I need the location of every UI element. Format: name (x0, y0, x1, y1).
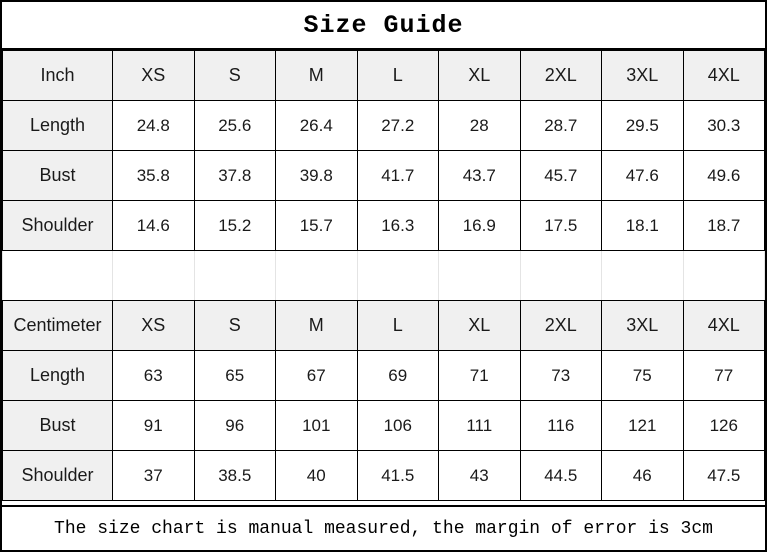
value-cell: 116 (519, 400, 602, 451)
size-header-cell: S (193, 50, 276, 101)
size-header-cell: M (275, 50, 358, 101)
separator-cell (112, 250, 195, 301)
size-header-cell: L (356, 300, 439, 351)
separator-cell (275, 250, 358, 301)
separator-cell (2, 250, 113, 301)
value-cell: 49.6 (682, 150, 765, 201)
value-cell: 18.7 (682, 200, 765, 251)
value-cell: 16.9 (438, 200, 521, 251)
separator-cell (193, 250, 276, 301)
value-cell: 28.7 (519, 100, 602, 151)
footer-note: The size chart is manual measured, the m… (2, 505, 765, 550)
value-cell: 111 (438, 400, 521, 451)
size-header-cell: 2XL (519, 300, 602, 351)
row-label-cell: Shoulder (2, 450, 113, 501)
value-cell: 41.5 (356, 450, 439, 501)
row-label-cell: Bust (2, 150, 113, 201)
value-cell: 26.4 (275, 100, 358, 151)
value-cell: 38.5 (193, 450, 276, 501)
value-cell: 37 (112, 450, 195, 501)
measurement-row: Bust 91 96 101 106 111 116 121 126 (2, 400, 765, 451)
value-cell: 106 (356, 400, 439, 451)
value-cell: 37.8 (193, 150, 276, 201)
value-cell: 47.5 (682, 450, 765, 501)
value-cell: 71 (438, 350, 521, 401)
size-header-cell: M (275, 300, 358, 351)
size-header-cell: XS (112, 300, 195, 351)
value-cell: 101 (275, 400, 358, 451)
value-cell: 77 (682, 350, 765, 401)
value-cell: 67 (275, 350, 358, 401)
size-header-cell: L (356, 50, 439, 101)
value-cell: 41.7 (356, 150, 439, 201)
row-label-cell: Bust (2, 400, 113, 451)
value-cell: 40 (275, 450, 358, 501)
value-cell: 96 (193, 400, 276, 451)
value-cell: 17.5 (519, 200, 602, 251)
measurement-row: Length 63 65 67 69 71 73 75 77 (2, 350, 765, 401)
measurement-row: Bust 35.8 37.8 39.8 41.7 43.7 45.7 47.6 49.6 (2, 150, 765, 201)
size-header-row: Centimeter XS S M L XL 2XL 3XL 4XL (2, 300, 765, 351)
size-table-body: Inch XS S M L XL 2XL 3XL 4XL Length 24.8 25.6 26.4 27… (2, 50, 765, 501)
separator-cell (356, 250, 439, 301)
value-cell: 44.5 (519, 450, 602, 501)
value-cell: 43.7 (438, 150, 521, 201)
row-label-cell: Length (2, 100, 113, 151)
value-cell: 91 (112, 400, 195, 451)
value-cell: 35.8 (112, 150, 195, 201)
value-cell: 28 (438, 100, 521, 151)
size-header-cell: 2XL (519, 50, 602, 101)
page-title: Size Guide (2, 2, 765, 50)
value-cell: 47.6 (601, 150, 684, 201)
row-label-cell: Length (2, 350, 113, 401)
size-header-cell: XL (438, 300, 521, 351)
value-cell: 30.3 (682, 100, 765, 151)
size-header-cell: XS (112, 50, 195, 101)
size-header-cell: 4XL (682, 50, 765, 101)
value-cell: 46 (601, 450, 684, 501)
value-cell: 18.1 (601, 200, 684, 251)
separator-cell (519, 250, 602, 301)
separator-cell (438, 250, 521, 301)
row-label-cell: Shoulder (2, 200, 113, 251)
value-cell: 27.2 (356, 100, 439, 151)
separator-cell (601, 250, 684, 301)
measurement-row: Shoulder 14.6 15.2 15.7 16.3 16.9 17.5 18.1 18.7 (2, 200, 765, 251)
value-cell: 69 (356, 350, 439, 401)
unit-header-cell: Inch (2, 50, 113, 101)
value-cell: 121 (601, 400, 684, 451)
value-cell: 73 (519, 350, 602, 401)
value-cell: 15.7 (275, 200, 358, 251)
value-cell: 126 (682, 400, 765, 451)
value-cell: 29.5 (601, 100, 684, 151)
value-cell: 14.6 (112, 200, 195, 251)
value-cell: 16.3 (356, 200, 439, 251)
measurement-row: Length 24.8 25.6 26.4 27.2 28 28.7 29.5 30.3 (2, 100, 765, 151)
value-cell: 25.6 (193, 100, 276, 151)
value-cell: 24.8 (112, 100, 195, 151)
value-cell: 45.7 (519, 150, 602, 201)
value-cell: 63 (112, 350, 195, 401)
size-table: Inch XS S M L XL 2XL 3XL 4XL Length 24.8 25.6 26.4 27… (2, 50, 765, 501)
size-header-cell: 4XL (682, 300, 765, 351)
size-header-cell: 3XL (601, 50, 684, 101)
measurement-row: Shoulder 37 38.5 40 41.5 43 44.5 46 47.5 (2, 450, 765, 501)
separator-row (2, 250, 765, 301)
value-cell: 15.2 (193, 200, 276, 251)
value-cell: 43 (438, 450, 521, 501)
value-cell: 75 (601, 350, 684, 401)
size-header-cell: XL (438, 50, 521, 101)
size-header-cell: S (193, 300, 276, 351)
size-header-cell: 3XL (601, 300, 684, 351)
separator-cell (682, 250, 765, 301)
value-cell: 65 (193, 350, 276, 401)
unit-header-cell: Centimeter (2, 300, 113, 351)
size-header-row: Inch XS S M L XL 2XL 3XL 4XL (2, 50, 765, 101)
value-cell: 39.8 (275, 150, 358, 201)
